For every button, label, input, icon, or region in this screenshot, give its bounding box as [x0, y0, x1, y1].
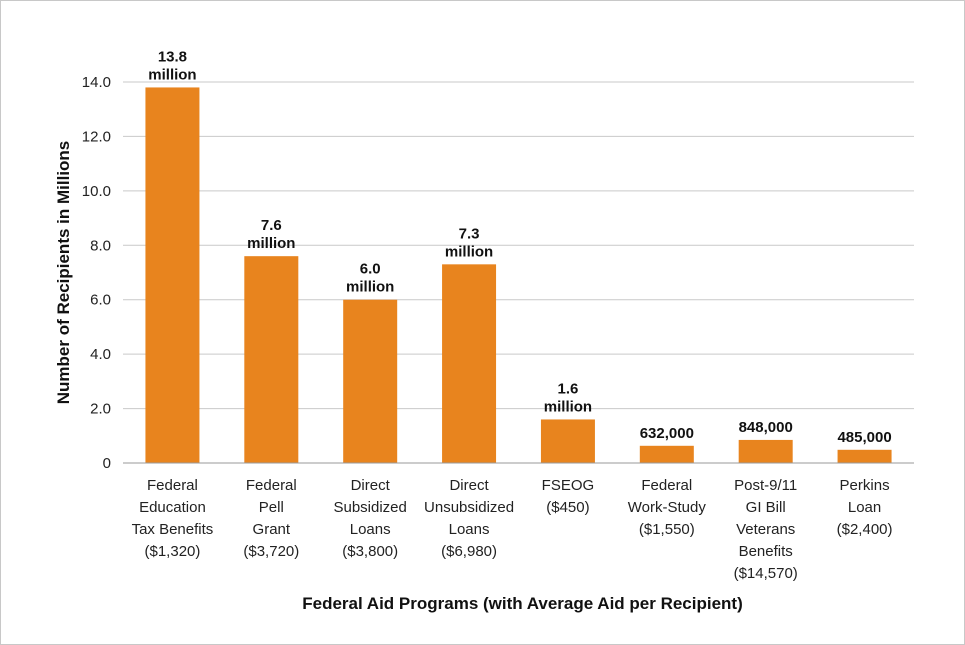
- data-label: 632,000: [640, 425, 694, 442]
- data-label: million: [544, 398, 592, 415]
- gridlines: [123, 81, 914, 410]
- y-tick-label: 4.0: [90, 346, 111, 363]
- y-tick-label: 14.0: [82, 74, 111, 91]
- data-label: million: [445, 243, 493, 260]
- y-tick-label: 8.0: [90, 237, 111, 254]
- x-category-label: Loans: [449, 521, 490, 538]
- x-category-label: Federal: [246, 477, 297, 494]
- x-category-label: Grant: [253, 521, 291, 538]
- x-category-label: Loan: [848, 499, 881, 516]
- x-category-label: ($3,720): [243, 543, 299, 560]
- data-label: 848,000: [739, 419, 793, 436]
- x-category-label: Direct: [351, 477, 391, 494]
- y-tick-label: 12.0: [82, 128, 111, 145]
- x-category-label: ($6,980): [441, 543, 497, 560]
- bars: [145, 87, 892, 463]
- data-label: 485,000: [837, 429, 891, 446]
- data-label: 1.6: [558, 380, 579, 397]
- x-category-label: ($14,570): [734, 565, 798, 582]
- y-tick-label: 2.0: [90, 401, 111, 418]
- x-axis-title: Federal Aid Programs (with Average Aid p…: [302, 594, 743, 613]
- x-category-label: Perkins: [840, 477, 890, 494]
- y-tick-label: 10.0: [82, 183, 111, 200]
- x-category-label: Subsidized: [333, 499, 406, 516]
- bar: [442, 264, 497, 463]
- data-label: 6.0: [360, 261, 381, 278]
- data-label: million: [346, 279, 394, 296]
- x-category-label: Loans: [350, 521, 391, 538]
- data-label: 7.6: [261, 217, 282, 234]
- data-label: 7.3: [459, 225, 480, 242]
- x-category-label: Benefits: [739, 543, 793, 560]
- x-category-label: Post-9/11: [734, 477, 797, 494]
- x-category-label: Veterans: [736, 521, 795, 538]
- y-tick-label: 0: [103, 455, 111, 472]
- bar: [837, 449, 892, 463]
- bar: [343, 299, 398, 463]
- x-category-labels: Federal Education Tax Benefits ($1,320) Fede…: [132, 477, 893, 582]
- data-label: 13.8: [158, 48, 187, 65]
- bar: [540, 419, 595, 463]
- y-tick-label: 6.0: [90, 292, 111, 309]
- y-axis-title: Number of Recipients in Millions: [54, 141, 73, 405]
- x-category-label: Federal: [641, 477, 692, 494]
- data-labels: 13.8million7.6million6.0million7.3millio…: [148, 48, 891, 445]
- x-category-label: GI Bill: [746, 499, 786, 516]
- x-category-label: ($1,320): [145, 543, 201, 560]
- x-category-label: Pell: [259, 499, 284, 516]
- x-category-label: ($1,550): [639, 521, 695, 538]
- x-category-label: Education: [139, 499, 206, 516]
- bar: [244, 256, 299, 463]
- data-label: million: [247, 235, 295, 252]
- x-category-label: Direct: [449, 477, 489, 494]
- x-category-label: Tax Benefits: [132, 521, 214, 538]
- bar: [639, 445, 694, 463]
- bar: [738, 439, 793, 463]
- y-tick-labels: 0 2.0 4.0 6.0 8.0 10.0 12.0 14.0: [82, 74, 111, 472]
- x-category-label: Unsubsidized: [424, 499, 514, 516]
- x-category-label: ($450): [546, 499, 589, 516]
- x-category-label: ($2,400): [837, 521, 893, 538]
- bar: [145, 87, 200, 463]
- x-category-label: FSEOG: [542, 477, 595, 494]
- x-category-label: Work-Study: [628, 499, 707, 516]
- data-label: million: [148, 66, 196, 83]
- x-category-label: ($3,800): [342, 543, 398, 560]
- x-category-label: Federal: [147, 477, 198, 494]
